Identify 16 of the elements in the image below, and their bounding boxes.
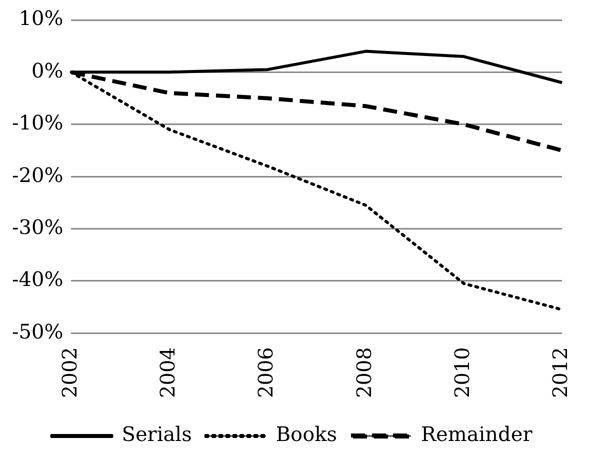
x-tick-label: 2004: [156, 347, 180, 398]
x-tick-label: 2006: [254, 347, 278, 398]
legend-label: Serials: [122, 422, 192, 446]
y-tick-label: 0%: [31, 58, 64, 82]
y-tick-label: -20%: [12, 162, 64, 187]
y-tick-label: -10%: [12, 110, 64, 135]
x-tick-label: 2002: [57, 347, 82, 398]
x-tick-label: 2008: [352, 347, 376, 398]
y-tick-label: 10%: [18, 6, 64, 30]
legend-label: Books: [276, 422, 337, 446]
x-tick-label: 2012: [548, 347, 572, 398]
y-tick-label: -50%: [12, 319, 64, 344]
y-tick-label: -40%: [12, 267, 64, 292]
y-tick-label: -30%: [12, 214, 64, 239]
x-tick-label: 2010: [450, 347, 474, 398]
legend-label: Remainder: [420, 422, 533, 446]
